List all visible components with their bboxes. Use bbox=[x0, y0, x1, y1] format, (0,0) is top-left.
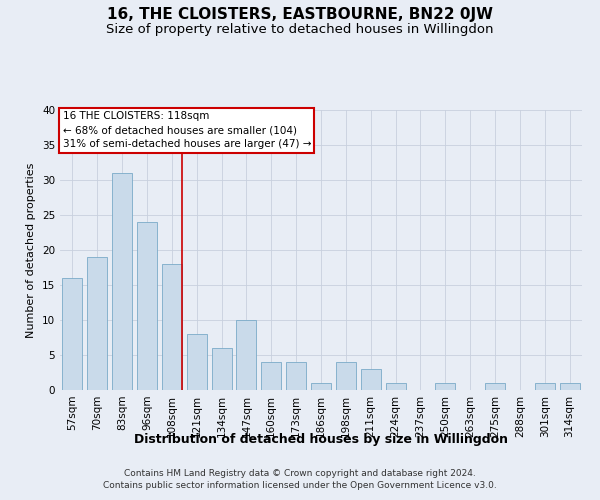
Bar bbox=[485, 383, 505, 390]
Y-axis label: Number of detached properties: Number of detached properties bbox=[26, 162, 37, 338]
Text: Contains public sector information licensed under the Open Government Licence v3: Contains public sector information licen… bbox=[103, 481, 497, 490]
Bar bbox=[212, 348, 232, 390]
Text: 16, THE CLOISTERS, EASTBOURNE, BN22 0JW: 16, THE CLOISTERS, EASTBOURNE, BN22 0JW bbox=[107, 8, 493, 22]
Bar bbox=[137, 222, 157, 390]
Text: Size of property relative to detached houses in Willingdon: Size of property relative to detached ho… bbox=[106, 22, 494, 36]
Bar bbox=[386, 383, 406, 390]
Bar bbox=[88, 257, 107, 390]
Bar bbox=[112, 173, 132, 390]
Bar bbox=[187, 334, 206, 390]
Bar bbox=[286, 362, 306, 390]
Bar bbox=[535, 383, 554, 390]
Bar bbox=[62, 278, 82, 390]
Text: 16 THE CLOISTERS: 118sqm
← 68% of detached houses are smaller (104)
31% of semi-: 16 THE CLOISTERS: 118sqm ← 68% of detach… bbox=[62, 112, 311, 150]
Bar bbox=[560, 383, 580, 390]
Bar bbox=[162, 264, 182, 390]
Bar bbox=[336, 362, 356, 390]
Bar bbox=[311, 383, 331, 390]
Bar bbox=[361, 369, 380, 390]
Bar bbox=[236, 320, 256, 390]
Text: Distribution of detached houses by size in Willingdon: Distribution of detached houses by size … bbox=[134, 432, 508, 446]
Bar bbox=[436, 383, 455, 390]
Text: Contains HM Land Registry data © Crown copyright and database right 2024.: Contains HM Land Registry data © Crown c… bbox=[124, 468, 476, 477]
Bar bbox=[262, 362, 281, 390]
